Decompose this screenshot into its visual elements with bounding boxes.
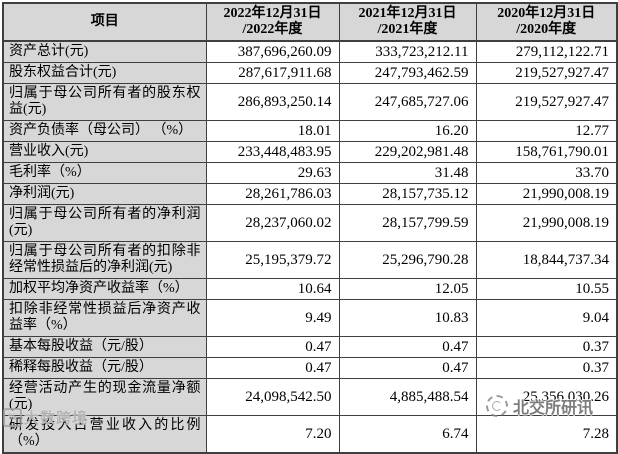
value-2021: 16.20 [338,120,477,142]
table-header: 项目 2022年12月31日 /2022年度 2021年12月31日 /2021… [2,2,618,42]
value-2021: 28,157,735.12 [338,183,477,205]
row-label: 净利润(元) [2,183,207,205]
column-header-2020: 2020年12月31日 /2020年度 [475,2,618,42]
value-2021: 0.47 [338,357,477,379]
value-2022: 10.64 [205,278,340,300]
value-2021: 28,157,799.59 [338,204,477,242]
row-label: 营业收入(元) [2,141,207,163]
value-2022: 7.20 [205,415,340,454]
value-2022: 387,696,260.09 [205,40,340,63]
value-2020: 219,527,927.47 [475,83,618,121]
value-2020: 158,761,790.01 [475,141,618,163]
table-row-debt-ratio: 资产负债率（母公司） （%） 18.01 16.20 12.77 [2,120,618,142]
column-header-2021: 2021年12月31日 /2021年度 [338,2,477,42]
row-label: 研发投入占营业收入的比例（%） [2,415,207,454]
table-row-weighted-roe: 加权平均净资产收益率（%） 10.64 12.05 10.55 [2,278,618,300]
row-label: 扣除非经常性损益后净资产收益率（%） [2,299,207,337]
value-2020: 7.28 [475,415,618,454]
value-2020: 18,844,737.34 [475,241,618,279]
table-row-rd-ratio: 研发投入占营业收入的比例（%） 7.20 6.74 7.28 [2,415,618,454]
row-label: 归属于母公司所有者的扣除非经常性损益后的净利润(元) [2,241,207,279]
value-2021: 25,296,790.28 [338,241,477,279]
table-row-net-profit-deducted: 归属于母公司所有者的扣除非经常性损益后的净利润(元) 25,195,379.72… [2,241,618,279]
header-row: 项目 2022年12月31日 /2022年度 2021年12月31日 /2021… [2,2,618,42]
value-2021: 333,723,212.11 [338,40,477,63]
value-2022: 286,893,250.14 [205,83,340,121]
row-label: 归属于母公司所有者的净利润(元) [2,204,207,242]
value-2020: 9.04 [475,299,618,337]
value-2022: 29.63 [205,162,340,184]
value-2020: 25,356,030.26 [475,378,618,416]
value-2020: 12.77 [475,120,618,142]
column-header-item: 项目 [2,2,207,42]
value-2022: 28,237,060.02 [205,204,340,242]
value-2021: 31.48 [338,162,477,184]
value-2020: 21,990,008.19 [475,183,618,205]
value-2020: 0.37 [475,336,618,358]
table-row-total-equity: 股东权益合计(元) 287,617,911.68 247,793,462.59 … [2,62,618,84]
value-2020: 21,990,008.19 [475,204,618,242]
row-label: 毛利率（%） [2,162,207,184]
row-label: 稀释每股收益（元/股） [2,357,207,379]
table-row-revenue: 营业收入(元) 233,448,483.95 229,202,981.48 15… [2,141,618,163]
value-2021: 4,885,488.54 [338,378,477,416]
row-label: 资产总计(元) [2,40,207,63]
value-2022: 24,098,542.50 [205,378,340,416]
value-2022: 0.47 [205,357,340,379]
value-2021: 247,793,462.59 [338,62,477,84]
value-2020: 279,112,122.71 [475,40,618,63]
value-2022: 18.01 [205,120,340,142]
table-row-basic-eps: 基本每股收益（元/股） 0.47 0.47 0.37 [2,336,618,358]
value-2022: 9.49 [205,299,340,337]
row-label: 经营活动产生的现金流量净额(元) [2,378,207,416]
value-2020: 10.55 [475,278,618,300]
value-2022: 0.47 [205,336,340,358]
table-row-roe-deducted: 扣除非经常性损益后净资产收益率（%） 9.49 10.83 9.04 [2,299,618,337]
row-label: 基本每股收益（元/股） [2,336,207,358]
table-row-operating-cashflow: 经营活动产生的现金流量净额(元) 24,098,542.50 4,885,488… [2,378,618,416]
value-2021: 6.74 [338,415,477,454]
value-2021: 10.83 [338,299,477,337]
value-2020: 0.37 [475,357,618,379]
table-row-net-profit: 净利润(元) 28,261,786.03 28,157,735.12 21,99… [2,183,618,205]
value-2021: 247,685,727.06 [338,83,477,121]
row-label: 股东权益合计(元) [2,62,207,84]
value-2020: 33.70 [475,162,618,184]
table-row-gross-margin: 毛利率（%） 29.63 31.48 33.70 [2,162,618,184]
value-2022: 287,617,911.68 [205,62,340,84]
value-2022: 28,261,786.03 [205,183,340,205]
value-2021: 12.05 [338,278,477,300]
value-2020: 219,527,927.47 [475,62,618,84]
column-header-2022: 2022年12月31日 /2022年度 [205,2,340,42]
table-row-diluted-eps: 稀释每股收益（元/股） 0.47 0.47 0.37 [2,357,618,379]
row-label: 资产负债率（母公司） （%） [2,120,207,142]
table-row-net-profit-parent: 归属于母公司所有者的净利润(元) 28,237,060.02 28,157,79… [2,204,618,242]
value-2022: 233,448,483.95 [205,141,340,163]
table-row-equity-parent: 归属于母公司所有者的股东权益(元) 286,893,250.14 247,685… [2,83,618,121]
row-label: 加权平均净资产收益率（%） [2,278,207,300]
row-label: 归属于母公司所有者的股东权益(元) [2,83,207,121]
value-2021: 0.47 [338,336,477,358]
table-row-total-assets: 资产总计(元) 387,696,260.09 333,723,212.11 27… [2,40,618,63]
table-body: 资产总计(元) 387,696,260.09 333,723,212.11 27… [2,40,618,454]
value-2021: 229,202,981.48 [338,141,477,163]
value-2022: 25,195,379.72 [205,241,340,279]
